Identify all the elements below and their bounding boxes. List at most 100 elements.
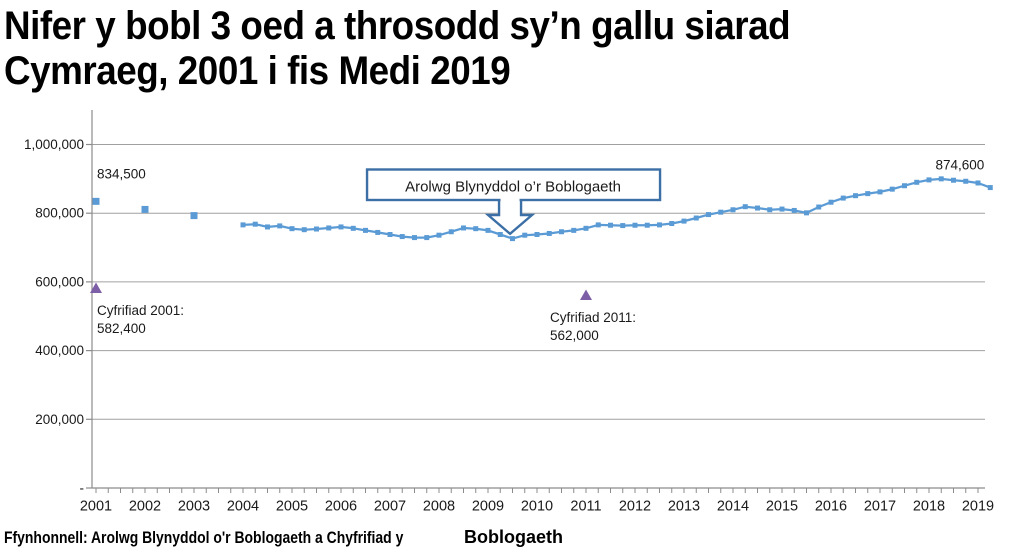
x-year-label: 2017 [864,499,896,515]
census-label-line1: Cyfrifiad 2011: [550,310,636,325]
aps-quarterly-marker [755,205,760,211]
aps-quarterly-marker [363,227,368,233]
aps-quarterly-marker [706,212,711,218]
aps-quarterly-marker [804,210,809,216]
aps-quarterly-marker [632,222,638,228]
aps-quarterly-marker [265,224,270,230]
x-axis-labels: 2001 2002 2003 2004 2005 2006 2007 2008 2009 2010… [80,499,994,515]
aps-quarterly-marker [289,226,295,232]
aps-quarterly-marker [436,232,442,238]
aps-quarterly-marker [314,226,319,232]
aps-quarterly-marker [301,227,307,233]
aps-quarterly-marker [914,179,920,185]
aps-quarterly-marker [926,177,932,183]
y-tick-label: 400,000 [35,343,84,358]
y-tick-label: 800,000 [35,206,84,221]
aps-annual-marker [190,212,198,220]
census-point-2001: Cyfrifiad 2001: 582,400 [90,282,184,336]
census-triangle-marker [580,289,592,300]
y-tick-label: 200,000 [35,412,84,427]
source-note-text: Ffynhonnell: Arolwg Blynyddol o'r Boblog… [4,528,404,547]
aps-quarterly-marker [375,229,381,235]
aps-quarterly-marker [424,235,430,241]
x-year-label: 2008 [423,499,455,515]
source-note-last-word: Boblogaeth [464,527,563,547]
y-tick-label: - [80,481,85,496]
aps-quarterly-marker [877,189,883,195]
aps-quarterly-marker [583,225,589,231]
annotation-callout: Arolwg Blynyddol o’r Boblogaeth [365,168,662,236]
aps-quarterly-marker [657,222,662,228]
census-triangle-marker [90,282,102,293]
aps-quarterly-marker [461,225,466,231]
page-title-line2: Cymraeg, 2001 i fis Medi 2019 [4,49,511,93]
aps-quarterly-marker [889,186,895,192]
page-title: Nifer y bobl 3 oed a throsodd sy’n gallu… [4,4,791,94]
aps-quarterly-marker [595,222,601,228]
aps-quarterly-marker [816,204,822,210]
aps-quarterly-marker [252,221,258,227]
aps-quarterly-marker [669,221,675,227]
aps-quarterly-marker [951,177,956,183]
aps-quarterly-marker [485,227,491,233]
down-arrow-shape [484,198,536,236]
aps-quarterly-marker [620,223,626,229]
annotation-box-gap [500,198,520,202]
aps-quarterly-marker [853,193,858,199]
aps-quarterly-marker [387,231,393,237]
page-title-line1: Nifer y bobl 3 oed a throsodd sy’n gallu… [4,4,791,48]
aps-quarterly-marker [510,236,515,242]
aps-quarterly-marker [681,218,687,224]
aps-quarterly-marker [240,222,246,228]
annotation-text: Arolwg Blynyddol o’r Boblogaeth [405,179,621,196]
aps-quarterly-marker [546,230,552,236]
aps-annual-marker [141,205,149,213]
x-year-label: 2012 [619,499,651,515]
aps-quarterly-marker [473,226,479,232]
x-year-label: 2004 [227,499,259,515]
aps-quarterly-marker [412,235,417,241]
aps-quarterly-marker [791,207,797,213]
x-year-label: 2018 [913,499,945,515]
point-value-label: 834,500 [97,166,146,181]
aps-quarterly-marker [730,207,736,213]
x-axis-ticks [95,488,979,493]
census-label-line2: 562,000 [550,328,599,343]
x-year-label: 2019 [962,499,994,515]
x-year-label: 2005 [276,499,308,515]
x-year-label: 2014 [717,499,749,515]
point-value-label: 874,600 [935,158,984,173]
aps-quarterly-marker [571,227,577,233]
aps-annual-series [92,197,198,220]
aps-quarterly-marker [975,180,981,186]
aps-quarterly-marker [608,222,613,228]
aps-quarterly-marker [534,231,540,237]
aps-quarterly-marker [767,207,773,213]
x-year-label: 2006 [325,499,357,515]
aps-quarterly-marker [522,232,528,238]
y-tick-label: 600,000 [35,274,84,289]
aps-quarterly-marker [779,206,785,212]
y-axis-labels: - 200,000 400,000 600,000 800,000 1,000,000 [24,137,92,496]
aps-quarterly-marker [938,176,944,182]
y-gridlines [92,144,985,420]
aps-quarterly-marker [277,223,283,229]
aps-quarterly-marker [718,209,724,215]
aps-quarterly-marker [497,231,503,237]
aps-quarterly-marker [448,229,454,235]
aps-quarterly-marker [559,229,564,235]
source-note: Ffynhonnell: Arolwg Blynyddol o'r Boblog… [4,526,1004,550]
aps-annual-marker [92,197,100,205]
x-year-label: 2016 [815,499,847,515]
aps-quarterly-marker [399,234,405,240]
x-year-label: 2003 [178,499,210,515]
x-year-label: 2009 [472,499,504,515]
aps-quarterly-marker [902,183,907,189]
census-point-2011: Cyfrifiad 2011: 562,000 [550,289,636,343]
y-tick-label: 1,000,000 [24,137,84,152]
x-year-label: 2013 [668,499,700,515]
aps-quarterly-marker [865,191,871,197]
x-year-label: 2011 [570,499,601,515]
aps-quarterly-marker [987,185,993,191]
